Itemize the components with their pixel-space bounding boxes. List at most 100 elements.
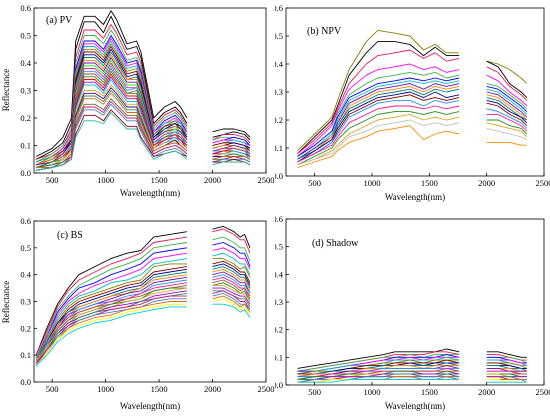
x-tick-label: 2500 bbox=[536, 178, 550, 188]
spectrum-series-line bbox=[297, 125, 527, 169]
spectrum-series-line bbox=[35, 236, 251, 358]
x-tick-label: 1000 bbox=[364, 387, 381, 397]
spectrum-series-line bbox=[35, 298, 251, 367]
y-tick-label: 0.4 bbox=[275, 59, 284, 69]
series-layer bbox=[35, 225, 251, 367]
y-tick-label: 0.6 bbox=[275, 3, 283, 13]
y-tick-label: 0.5 bbox=[275, 242, 283, 252]
spectrum-series-line bbox=[35, 242, 251, 359]
panel-label: (d) Shadow bbox=[312, 238, 359, 249]
y-tick-label: 0.1 bbox=[275, 352, 283, 362]
x-tick-label: 1000 bbox=[97, 384, 114, 394]
y-tick-label: 0.3 bbox=[20, 86, 31, 96]
spectrum-series-line bbox=[297, 77, 528, 157]
spectrum-series-line bbox=[35, 268, 251, 361]
spectrum-series-line bbox=[36, 112, 251, 171]
y-tick-label: 0.3 bbox=[20, 297, 31, 307]
tick-layer: 500 1000 1500 2000 2500 0.0 0.1 0.2 0.3 0.4 0.5 0.6 bbox=[275, 214, 550, 397]
spectrum-series-line bbox=[297, 85, 528, 160]
y-tick-label: 0.4 bbox=[275, 269, 284, 279]
spectrum-series-line bbox=[297, 99, 528, 163]
spectrum-series-line bbox=[297, 370, 527, 380]
y-tick-label: 0.3 bbox=[275, 297, 283, 307]
panel-d-chart: 500 1000 1500 2000 2500 0.0 0.1 0.2 0.3 0.4 0.5 0.6… bbox=[275, 214, 550, 411]
x-tick-label: 2000 bbox=[204, 175, 221, 185]
series-layer bbox=[297, 348, 527, 383]
spectrum-series-line bbox=[297, 49, 528, 154]
y-axis-title: Reflectance bbox=[1, 281, 11, 323]
tick-layer: 500 1000 1500 2000 2500 0.0 0.1 0.2 0.3 0.4 0.5 0.6 bbox=[20, 3, 274, 185]
spectrum-series-line bbox=[297, 91, 528, 163]
panel-label: (c) BS bbox=[57, 230, 83, 241]
x-axis-title: Wavelength(nm) bbox=[385, 401, 445, 411]
spectrum-series-line bbox=[297, 41, 528, 154]
y-tick-label: 0.1 bbox=[20, 141, 31, 151]
tick-layer: 500 1000 1500 2000 2500 0.0 0.1 0.2 0.3 0.4 0.5 0.6 bbox=[275, 3, 550, 188]
spectrum-series-line bbox=[297, 29, 528, 152]
y-tick-label: 0.4 bbox=[20, 270, 31, 280]
spectrum-series-line bbox=[35, 15, 251, 160]
series-layer bbox=[297, 29, 528, 169]
spectrum-series-line bbox=[35, 303, 251, 367]
x-tick-label: 1000 bbox=[97, 175, 114, 185]
spectrum-series-line bbox=[35, 24, 251, 160]
spectrum-series-line bbox=[35, 252, 251, 359]
x-tick-label: 500 bbox=[308, 178, 321, 188]
panel-a-chart: 500 1000 1500 2000 2500 0.0 0.1 0.2 0.3 0.4 0.5 0.6… bbox=[1, 3, 275, 198]
panel-label: (b) NPV bbox=[307, 26, 342, 37]
series-layer bbox=[35, 10, 251, 171]
spectrum-series-line bbox=[35, 228, 251, 356]
x-tick-label: 500 bbox=[46, 175, 59, 185]
x-tick-label: 2000 bbox=[478, 387, 495, 397]
tick-layer: 500 1000 1500 2000 2500 0.0 0.1 0.2 0.3 0.4 0.5 0.6 bbox=[20, 216, 274, 394]
x-tick-label: 2500 bbox=[258, 384, 275, 394]
y-tick-label: 0.5 bbox=[20, 243, 31, 253]
x-axis-title: Wavelength(nm) bbox=[120, 188, 180, 198]
x-tick-label: 2500 bbox=[258, 175, 275, 185]
x-tick-label: 1500 bbox=[421, 387, 438, 397]
y-tick-label: 0.1 bbox=[275, 143, 283, 153]
x-axis-title: Wavelength(nm) bbox=[385, 192, 445, 202]
y-tick-label: 0.5 bbox=[20, 31, 31, 41]
y-tick-label: 0.5 bbox=[275, 31, 283, 41]
x-tick-label: 2000 bbox=[204, 384, 221, 394]
y-tick-label: 0.2 bbox=[275, 115, 283, 125]
spectrum-series-line bbox=[35, 258, 251, 361]
x-tick-label: 500 bbox=[46, 384, 59, 394]
x-tick-label: 1500 bbox=[151, 384, 168, 394]
spectrum-series-line bbox=[297, 105, 528, 163]
spectrum-series-line bbox=[297, 367, 527, 378]
y-tick-label: 0.2 bbox=[20, 113, 31, 123]
y-tick-label: 0.6 bbox=[20, 3, 31, 13]
spectrum-series-line bbox=[297, 348, 527, 369]
y-tick-label: 0.2 bbox=[20, 323, 31, 333]
y-tick-label: 0.6 bbox=[275, 214, 283, 224]
x-tick-label: 2000 bbox=[478, 178, 495, 188]
y-tick-label: 0.6 bbox=[20, 216, 31, 226]
y-tick-label: 0.1 bbox=[20, 350, 31, 360]
spectrum-series-line bbox=[35, 282, 251, 364]
panel-c-chart: 500 1000 1500 2000 2500 0.0 0.1 0.2 0.3 0.4 0.5 0.6… bbox=[1, 216, 275, 411]
spectrum-series-line bbox=[35, 10, 251, 157]
x-axis-title: Wavelength(nm) bbox=[120, 401, 180, 411]
y-tick-label: 0.0 bbox=[275, 171, 283, 181]
x-tick-label: 1000 bbox=[364, 178, 381, 188]
y-tick-label: 0.2 bbox=[275, 325, 283, 335]
panel-label: (a) PV bbox=[46, 15, 73, 26]
spectrum-series-line bbox=[297, 111, 528, 166]
x-tick-label: 1500 bbox=[151, 175, 168, 185]
y-tick-label: 0.0 bbox=[275, 380, 283, 390]
spectrum-series-line bbox=[35, 263, 251, 361]
spectrum-series-line bbox=[297, 80, 528, 160]
spectrum-series-line bbox=[35, 247, 251, 359]
spectrum-series-line bbox=[297, 63, 528, 157]
y-tick-label: 0.3 bbox=[275, 87, 283, 97]
spectrum-series-line bbox=[297, 113, 528, 166]
spectrum-series-line bbox=[297, 379, 527, 383]
x-tick-label: 500 bbox=[308, 387, 321, 397]
x-tick-label: 1500 bbox=[421, 178, 438, 188]
spectrum-series-line bbox=[297, 119, 527, 166]
y-tick-label: 0.0 bbox=[20, 377, 31, 387]
y-tick-label: 0.0 bbox=[20, 168, 31, 178]
